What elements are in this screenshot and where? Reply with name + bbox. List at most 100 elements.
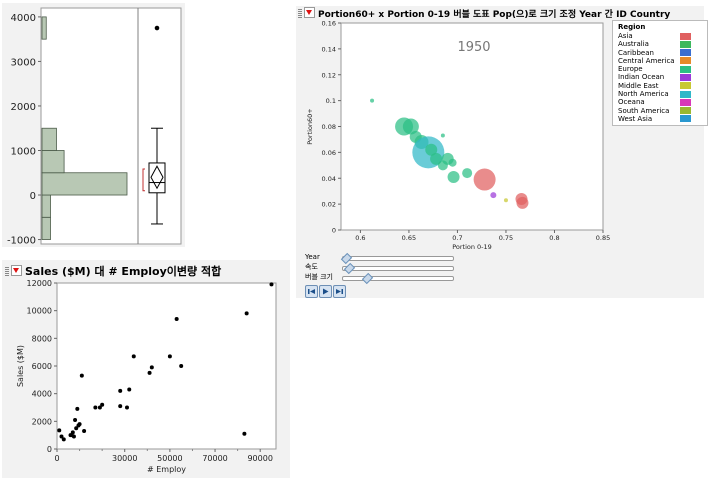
- data-point: [73, 417, 78, 422]
- step-forward-button[interactable]: [333, 285, 346, 298]
- y-tick-label: 0.04: [322, 175, 336, 183]
- x-tick-label: 70000: [202, 454, 227, 463]
- play-button[interactable]: [319, 285, 332, 298]
- legend-swatch: [680, 40, 691, 48]
- y-axis-label: Portion60+: [306, 108, 314, 145]
- step-back-button[interactable]: [305, 285, 318, 298]
- legend-item[interactable]: Middle East: [613, 82, 694, 90]
- y-tick-label: -1000: [7, 236, 36, 247]
- y-tick-label: 0.06: [322, 149, 336, 157]
- data-point: [127, 387, 132, 392]
- speed-slider[interactable]: [342, 262, 454, 275]
- legend-swatch: [680, 90, 691, 98]
- x-tick-label: 0.65: [402, 234, 416, 242]
- bivariate-fit-panel: Sales ($M) 대 # Employ이변량 적합 12000 10000 80…: [2, 260, 290, 478]
- y-tick-label: 10000: [27, 307, 52, 316]
- x-tick-label: 0.6: [355, 234, 365, 242]
- data-point: [97, 405, 102, 410]
- y-tick-label: 3000: [11, 57, 36, 68]
- slider-label: 버블 크기: [305, 273, 333, 281]
- outlier-point: [154, 25, 160, 31]
- legend-item[interactable]: Oceana: [613, 98, 694, 106]
- bubble: [425, 143, 438, 156]
- data-point: [82, 429, 87, 434]
- y-tick-label: 12000: [27, 279, 52, 288]
- data-point: [79, 373, 84, 378]
- y-tick-label: 0.08: [322, 123, 336, 131]
- distribution-chart: 4000 3000 2000 1000 0 -1000: [7, 7, 182, 247]
- data-point: [244, 311, 249, 316]
- data-point: [100, 402, 105, 407]
- fit-title: Sales ($M) 대 # Employ이변량 적합: [25, 265, 222, 278]
- legend-item[interactable]: Australia: [613, 40, 694, 48]
- bubble: [448, 158, 457, 167]
- legend-label: Caribbean: [618, 48, 654, 57]
- bubble-title: Portion60+ x Portion 0-19 버블 도표 Pop(으)로 …: [318, 10, 671, 20]
- legend-swatch: [680, 82, 691, 90]
- y-tick-label: 0: [332, 227, 336, 235]
- data-point: [147, 370, 152, 375]
- bubble: [370, 98, 375, 103]
- y-tick-label: 1000: [11, 146, 36, 157]
- legend-item[interactable]: Indian Ocean: [613, 73, 694, 81]
- legend-label: Asia: [618, 32, 633, 40]
- bubble-size-slider[interactable]: [342, 272, 454, 285]
- legend-label: Oceana: [618, 98, 645, 107]
- x-tick-label: 0: [54, 454, 59, 463]
- distribution-panel: 4000 3000 2000 1000 0 -1000: [2, 3, 185, 247]
- histogram-bar: [41, 16, 47, 40]
- legend-swatch: [680, 73, 691, 81]
- data-point: [118, 404, 123, 409]
- legend-item[interactable]: Europe: [613, 65, 694, 73]
- histogram-bar: [41, 150, 65, 174]
- legend-item[interactable]: South America: [613, 107, 694, 115]
- collapse-gripper-icon[interactable]: [298, 9, 302, 18]
- legend-swatch: [680, 57, 691, 65]
- fit-title-bar[interactable]: Sales ($M) 대 # Employ이변량 적합: [5, 263, 221, 279]
- data-point: [118, 388, 123, 393]
- data-point: [179, 364, 184, 368]
- x-tick-label: 0.7: [452, 234, 462, 242]
- bubble: [430, 152, 443, 165]
- data-point: [61, 437, 66, 442]
- red-triangle-menu-icon[interactable]: [304, 7, 315, 18]
- legend-item[interactable]: Caribbean: [613, 49, 694, 57]
- legend-label: Europe: [618, 65, 643, 74]
- data-point: [131, 354, 136, 359]
- y-tick-label: 8000: [32, 334, 52, 343]
- y-tick-label: 0.16: [322, 20, 336, 28]
- legend-label: West Asia: [618, 114, 653, 123]
- legend-item[interactable]: West Asia: [613, 115, 694, 123]
- x-tick-label: 50000: [157, 454, 182, 463]
- x-tick-label: 0.85: [596, 234, 610, 242]
- box-plot-box: [148, 162, 166, 194]
- y-tick-label: 0.02: [322, 201, 336, 209]
- year-slider[interactable]: [340, 252, 454, 265]
- legend-swatch: [680, 32, 691, 40]
- data-point: [269, 282, 274, 287]
- x-axis-label: # Employ: [147, 465, 186, 474]
- red-triangle-menu-icon[interactable]: [11, 265, 22, 276]
- histogram-bar: [41, 127, 57, 151]
- bubble: [402, 118, 419, 135]
- collapse-gripper-icon[interactable]: [5, 267, 9, 276]
- data-point: [167, 354, 172, 359]
- data-point: [77, 422, 82, 427]
- histogram-bar: [41, 194, 51, 218]
- bubble-title-bar[interactable]: Portion60+ x Portion 0-19 버블 도표 Pop(으)로 …: [298, 7, 670, 20]
- slider-label: 속도: [305, 263, 318, 271]
- bubble: [462, 168, 473, 179]
- bubble: [503, 198, 508, 203]
- bubble: [440, 133, 445, 138]
- legend-swatch: [680, 107, 691, 115]
- legend-item[interactable]: North America: [613, 90, 694, 98]
- year-watermark: 1950: [457, 40, 490, 55]
- data-point: [71, 434, 76, 439]
- legend-swatch: [680, 49, 691, 57]
- legend-item[interactable]: Asia: [613, 32, 694, 40]
- legend-item[interactable]: Central America: [613, 57, 694, 65]
- speed-slider-row: 속도: [305, 262, 454, 275]
- data-point: [75, 406, 80, 411]
- y-axis-label: Sales ($M): [16, 345, 25, 387]
- x-axis-label: Portion 0-19: [452, 243, 492, 251]
